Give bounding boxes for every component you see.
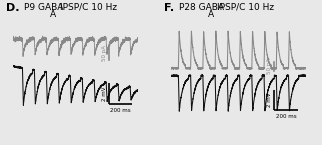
Text: 2 mV: 2 mV (102, 86, 107, 101)
Text: P9 GABA: P9 GABA (24, 3, 63, 12)
Text: IPSP/C 10 Hz: IPSP/C 10 Hz (60, 3, 117, 12)
Text: D.: D. (6, 3, 20, 13)
Text: A: A (208, 10, 214, 19)
Text: IPSP/C 10 Hz: IPSP/C 10 Hz (217, 3, 274, 12)
Text: P28 GABA: P28 GABA (179, 3, 224, 12)
Text: 2 mV: 2 mV (267, 93, 272, 107)
Text: A: A (50, 10, 56, 19)
Text: 50 pA: 50 pA (267, 58, 272, 74)
Text: 50 pA: 50 pA (102, 45, 107, 61)
Text: 200 ms: 200 ms (110, 108, 131, 113)
Text: 200 ms: 200 ms (276, 114, 296, 119)
Text: F.: F. (164, 3, 174, 13)
